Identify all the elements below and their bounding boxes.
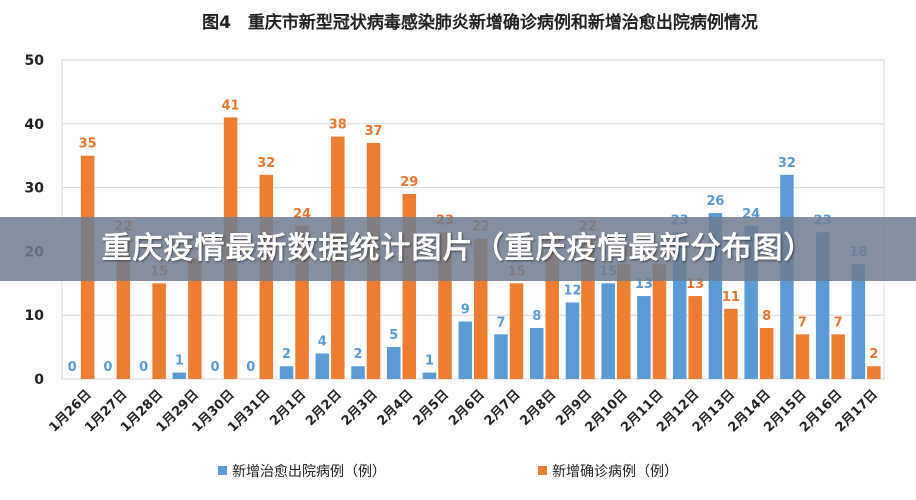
legend: 新增治愈出院病例（例） 新增确诊病例（例） [218,464,678,480]
data-label: 32 [257,156,275,171]
y-tick-label: 50 [25,53,45,69]
data-label: 2 [282,347,291,362]
overlay-banner: 重庆疫情最新数据统计图片（重庆疫情最新分布图） [0,217,916,281]
data-label: 1 [425,354,434,369]
data-label: 7 [834,315,843,330]
bar [851,264,866,379]
bar [545,251,559,379]
bar [351,366,365,379]
bar [759,327,774,379]
data-label: 41 [222,98,240,113]
data-label: 29 [400,175,418,190]
data-label: 32 [778,156,796,171]
bar [494,334,508,379]
bar [637,296,651,379]
banner-title: 重庆疫情最新数据统计图片（重庆疫情最新分布图） [101,231,815,266]
data-label: 1 [175,354,184,369]
legend-swatch [538,466,547,475]
y-tick-label: 40 [25,117,45,133]
y-tick-label: 0 [34,372,44,388]
data-label: 5 [389,328,398,343]
bar [387,347,401,379]
x-tick-label: 2月1日 [267,387,309,429]
bar [795,334,810,379]
x-tick-label: 2月6日 [446,387,488,429]
legend-label: 新增治愈出院病例（例） [232,464,386,480]
x-axis: 1月26日1月27日1月28日1月29日1月30日1月31日2月1日2月2日2月… [47,387,881,435]
bar [279,366,294,379]
bar [688,296,702,379]
data-label: 0 [68,360,77,375]
data-label: 0 [246,360,255,375]
data-label: 26 [706,194,724,209]
bar [565,302,580,379]
bar [315,353,330,379]
x-tick-label: 2月4日 [375,387,417,429]
bar [188,257,202,379]
x-tick-label: 2月7日 [482,387,524,429]
chart-title: 图4 重庆市新型冠状病毒感染肺炎新增确诊病例和新增治愈出院病例情况 [202,12,758,33]
x-tick-label: 2月2日 [303,387,345,429]
data-label: 8 [532,309,541,324]
x-tick-label: 2月5日 [410,387,452,429]
data-label: 8 [762,309,771,324]
data-label: 35 [79,137,97,152]
data-label: 12 [563,283,581,298]
data-label: 11 [722,290,740,305]
data-label: 9 [461,303,470,318]
legend-label: 新增确诊病例（例） [552,464,678,480]
legend-swatch [218,466,227,475]
bar [172,372,187,379]
bar [529,327,544,379]
data-label: 2 [354,347,363,362]
bar [724,308,738,379]
x-tick-label: 2月8日 [518,387,560,429]
data-label: 7 [496,315,505,330]
data-label: 0 [103,360,112,375]
data-label: 0 [139,360,148,375]
bar [601,283,615,379]
data-label: 0 [211,360,220,375]
bar [867,366,881,379]
bar [652,264,667,379]
bar [616,264,631,379]
data-label: 37 [364,124,382,139]
x-tick-label: 2月3日 [339,387,381,429]
data-label: 2 [869,347,878,362]
data-label: 38 [329,118,347,133]
bar [152,283,166,379]
bar [422,372,437,379]
data-label: 7 [798,315,807,330]
y-tick-label: 10 [25,308,45,324]
bar [458,321,472,379]
bar [509,283,524,379]
y-tick-label: 30 [25,181,45,197]
data-label: 4 [318,334,327,349]
bar [831,334,845,379]
